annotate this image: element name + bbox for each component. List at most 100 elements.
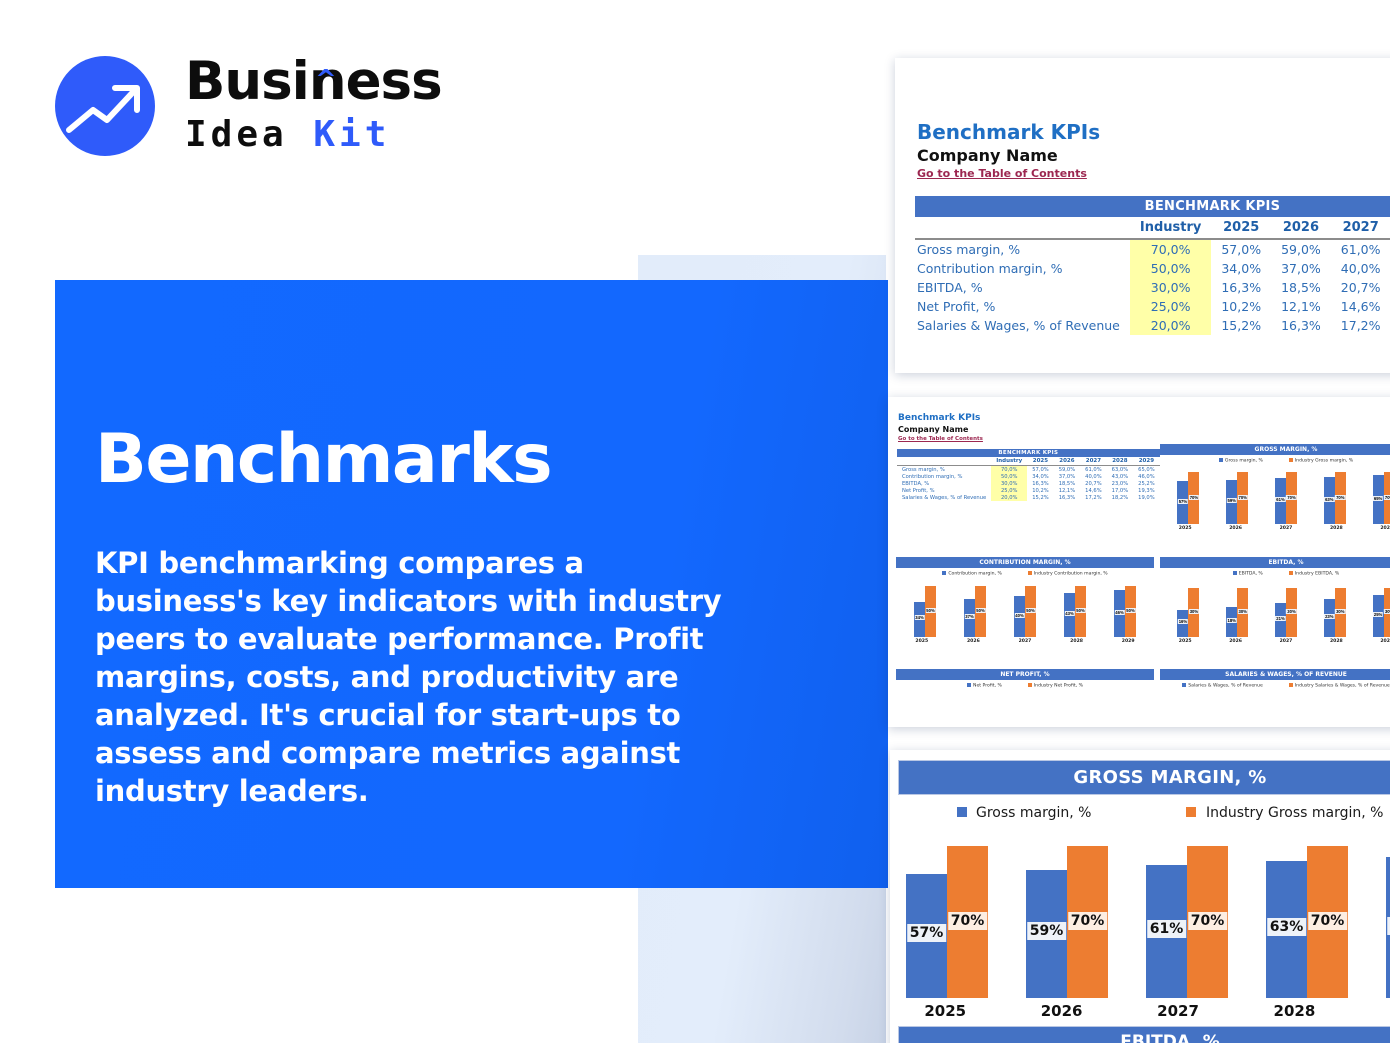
mini-bar-label: 18% xyxy=(1226,617,1237,623)
mini-bar-label: 50% xyxy=(1075,608,1086,614)
mini-xaxis-tick: 2029 xyxy=(1380,638,1390,644)
mini-bar-label: 30% xyxy=(1383,608,1390,614)
mini-spreadsheet-header: Benchmark KPIs Company Name Go to the Ta… xyxy=(888,405,1390,442)
bar-group: 63% 70% xyxy=(1266,846,1348,998)
kpi-cell-2028: 63,0% xyxy=(1111,466,1129,473)
mini-xaxis-tick: 2025 xyxy=(1178,525,1192,531)
mini-spreadsheet-subtitle: Company Name xyxy=(898,425,969,434)
chart-legend-gross-margin: Gross margin, % Industry Gross margin, % xyxy=(890,795,1390,821)
kpi-row-label: EBITDA, % xyxy=(917,280,983,295)
mini-bar-label: 70% xyxy=(1188,494,1200,500)
mini-bar-label: 40% xyxy=(1014,612,1025,618)
kpi-row-label: EBITDA, % xyxy=(902,480,930,487)
kpi-cell-2026: 59,0% xyxy=(1281,242,1321,257)
mini-chart-contribution-margin[interactable]: CONTRIBUTION MARGIN, % Contribution margi… xyxy=(896,557,1154,665)
legend-swatch-company xyxy=(956,807,967,817)
mini-legend-item-industry: Industry EBITDA, % xyxy=(1288,571,1340,577)
mini-legend-label: Industry Salaries & Wages, % of Revenue xyxy=(1294,683,1390,689)
spreadsheet-header: Benchmark KPIs Company Name Go to the Ta… xyxy=(895,58,1390,180)
mini-bar-industry: 70% xyxy=(1334,471,1346,524)
kpi-table-band: BENCHMARK KPIS xyxy=(897,449,1160,457)
mini-bar-label: 34% xyxy=(914,615,925,621)
bar-company-2027: 61% xyxy=(1146,865,1187,998)
mini-legend-item-company: Gross margin, % xyxy=(1218,458,1263,464)
hero-text-block: Benchmarks KPI benchmarking compares a b… xyxy=(95,424,755,810)
mini-legend-label: Industry Net Profit, % xyxy=(1033,683,1083,689)
kpi-cell-2029: 19,0% xyxy=(1138,494,1155,501)
mini-bar-group: 37% 50% xyxy=(964,585,986,637)
kpi-cell-2025: 16,3% xyxy=(1221,280,1262,295)
mini-legend-swatch xyxy=(942,571,947,575)
mini-bar-label: 70% xyxy=(1237,494,1248,500)
legend-label-company: Gross margin, % xyxy=(976,805,1092,821)
kpi-cell-2027: 17,2% xyxy=(1085,494,1102,501)
kpi-cell-2026: 16,3% xyxy=(1058,494,1076,501)
bar-company-2029: 65% xyxy=(1386,857,1390,998)
kpi-cell-2027: 14,6% xyxy=(1340,299,1381,314)
mini-bar-label: 70% xyxy=(1335,494,1346,500)
kpi-cell-2027: 61,0% xyxy=(1085,466,1102,473)
table-row: EBITDA, %30,0%16,3%18,5%20,7%23,0%25,2% xyxy=(915,278,1390,297)
mini-chart-plot: 34% 50% 37% 50% 40% 50% 43% 50% 46% 50% xyxy=(896,577,1154,637)
bar-industry-2028: 70% xyxy=(1307,846,1348,998)
kpi-cell-2025: 10,2% xyxy=(1032,487,1049,494)
mini-chart-plot: 57%70%59%70%61%70%63%70%65%70% xyxy=(1160,464,1390,524)
mini-bar-company: 43% xyxy=(1064,592,1075,637)
mini-legend-label: Contribution margin, % xyxy=(948,571,1002,577)
table-row: Gross margin, %70,0%57,0%59,0%61,0%63,0%… xyxy=(915,239,1390,259)
mini-xaxis-tick: 2026 xyxy=(1229,525,1242,531)
mini-bar-industry: 30% xyxy=(1334,587,1346,637)
kpi-col-header-metric xyxy=(915,217,1130,240)
mini-bar-industry: 50% xyxy=(975,585,986,637)
kpi-cell-industry: 25,0% xyxy=(991,487,1028,494)
mini-bar-industry: 50% xyxy=(1025,585,1036,637)
xaxis-tick-2026: 2026 xyxy=(1040,1002,1083,1020)
mini-bar-industry: 50% xyxy=(925,585,936,637)
kpi-table-band-title: BENCHMARK KPIS xyxy=(915,196,1390,217)
mini-bar-group: 65%70% xyxy=(1372,471,1390,524)
mini-legend-label: Salaries & Wages, % of Revenue xyxy=(1188,683,1263,689)
kpi-table-band: BENCHMARK KPIS xyxy=(915,196,1390,217)
mini-legend-label: EBITDA, % xyxy=(1238,571,1263,577)
mini-legend-swatch xyxy=(1182,683,1187,687)
spreadsheet-card-middle[interactable]: Benchmark KPIs Company Name Go to the Ta… xyxy=(888,397,1390,727)
kpi-cell-2029: 19,3% xyxy=(1138,487,1155,494)
kpi-cell-2028: 23,0% xyxy=(1111,480,1129,487)
kpi-cell-2025: 10,2% xyxy=(1221,299,1262,314)
mini-legend-label: Gross margin, % xyxy=(1224,458,1263,464)
bar-data-label: 70% xyxy=(1307,911,1348,930)
mini-bar-company: 21% xyxy=(1274,602,1286,637)
kpi-col-header-metric xyxy=(897,457,992,466)
mini-bar-industry: 30% xyxy=(1285,587,1297,637)
mini-bar-label: 50% xyxy=(1025,608,1036,614)
bar-data-label: 57% xyxy=(906,924,947,943)
chart-card-bottom[interactable]: GROSS MARGIN, % Gross margin, % Industry… xyxy=(890,750,1390,1043)
mini-toc-link[interactable]: Go to the Table of Contents xyxy=(898,436,983,442)
mini-legend-label: Industry EBITDA, % xyxy=(1294,571,1340,577)
page-title: Benchmarks xyxy=(95,420,553,499)
mini-legend-label: Industry Gross margin, % xyxy=(1294,458,1354,464)
hero-description: KPI benchmarking compares a business's k… xyxy=(95,546,722,808)
mini-chart-gross-margin[interactable]: GROSS MARGIN, % Gross margin, % Industry G… xyxy=(1160,444,1390,552)
toc-link[interactable]: Go to the Table of Contents xyxy=(917,167,1087,180)
mini-chart-net-profit[interactable]: NET PROFIT, % Net Profit, % Industry Net P… xyxy=(896,669,1154,699)
kpi-row-label: Contribution margin, % xyxy=(917,261,1063,276)
mini-chart-ebitda[interactable]: EBITDA, % EBITDA, % Industry EBITDA, % 16% 3… xyxy=(1160,557,1390,665)
chart-title-ebitda: EBITDA, % xyxy=(898,1026,1390,1043)
kpi-cell-2026: 37,0% xyxy=(1281,261,1321,276)
bar-industry-2026: 70% xyxy=(1067,846,1108,998)
mini-chart-legend: Net Profit, % Industry Net Profit, % xyxy=(896,680,1154,689)
bar-group: 59% 70% xyxy=(1026,846,1108,998)
kpi-cell-2029: 25,2% xyxy=(1138,480,1155,487)
table-row: Contribution margin, % 50,0% 34,0% 37,0% 40,… xyxy=(897,473,1160,480)
spreadsheet-card-top[interactable]: Benchmark KPIs Company Name Go to the Ta… xyxy=(895,58,1390,373)
mini-bar-label: 63% xyxy=(1324,496,1335,502)
kpi-col-header-2025: 2025 xyxy=(1027,457,1054,466)
mini-bar-industry: 70% xyxy=(1188,471,1200,524)
kpi-col-header-2026: 2026 xyxy=(1271,217,1331,240)
kpi-cell-industry: 70,0% xyxy=(1129,239,1212,259)
hero-blue-panel xyxy=(55,280,888,888)
mini-chart-salaries-wages[interactable]: SALARIES & WAGES, % OF REVENUE Salaries &… xyxy=(1160,669,1390,699)
mini-xaxis-tick: 2026 xyxy=(1229,638,1242,644)
